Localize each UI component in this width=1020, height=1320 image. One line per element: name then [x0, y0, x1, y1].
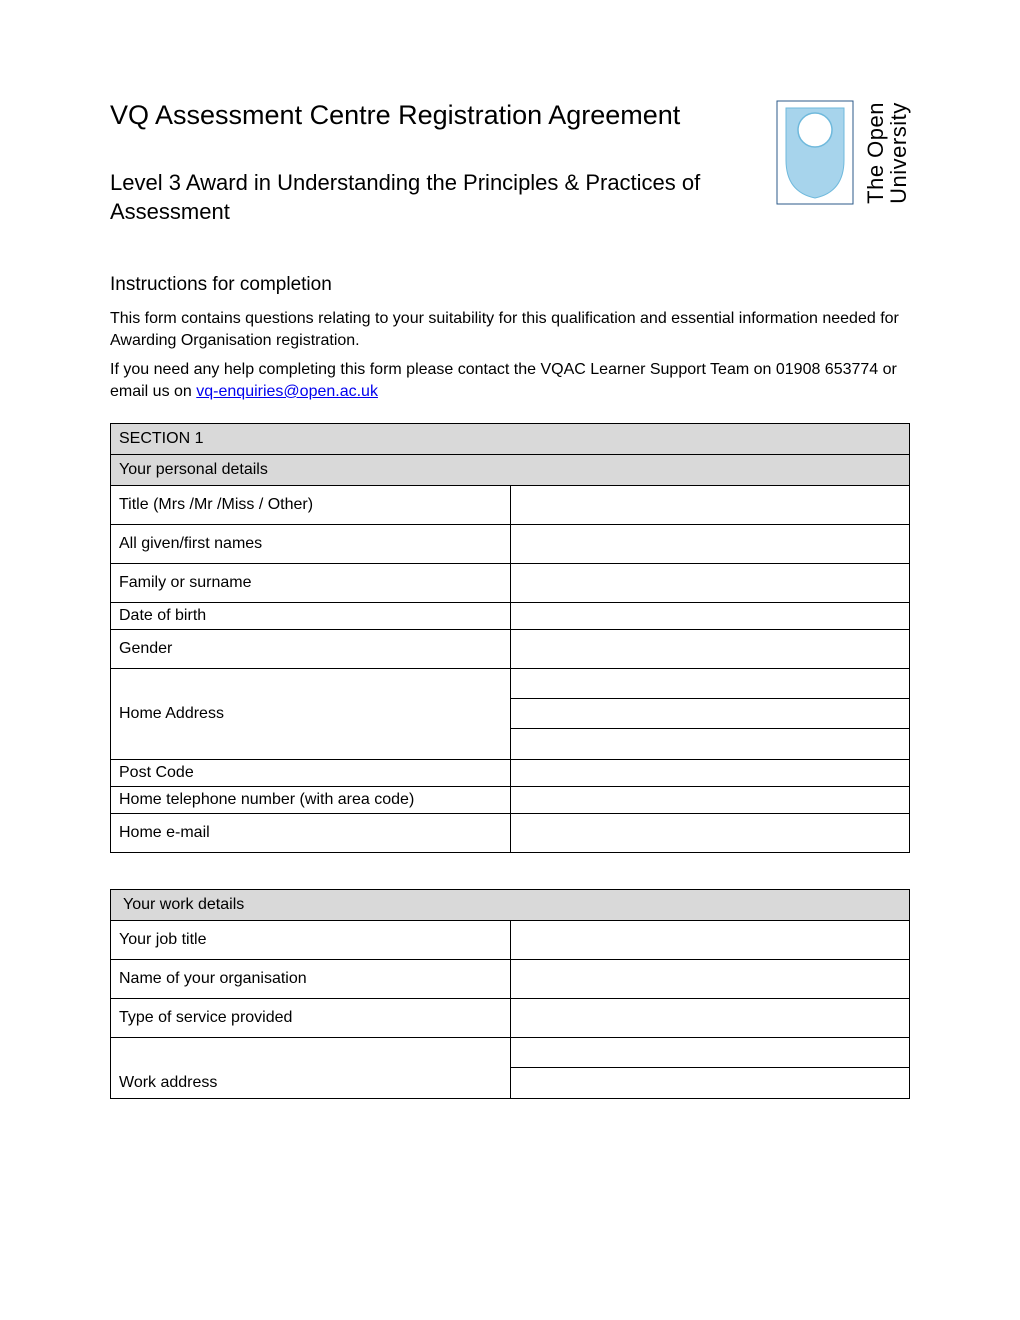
input-home-address[interactable] — [510, 668, 910, 759]
label-post-code: Post Code — [111, 759, 511, 786]
header: VQ Assessment Centre Registration Agreem… — [110, 100, 910, 226]
home-address-line-3[interactable] — [511, 729, 910, 759]
row-work-address: Work address — [111, 1037, 910, 1098]
work-details-table: Your work details Your job title Name of… — [110, 889, 910, 1099]
instructions-block: Instructions for completion This form co… — [110, 274, 910, 402]
row-org-name: Name of your organisation — [111, 959, 910, 998]
label-title: Title (Mrs /Mr /Miss / Other) — [111, 485, 511, 524]
home-address-line-2[interactable] — [511, 699, 910, 729]
label-home-address: Home Address — [111, 668, 511, 759]
shield-icon — [776, 100, 854, 205]
input-org-name[interactable] — [510, 959, 910, 998]
work-address-line-1[interactable] — [511, 1038, 910, 1068]
document-title: VQ Assessment Centre Registration Agreem… — [110, 100, 746, 131]
input-service-type[interactable] — [510, 998, 910, 1037]
row-dob: Date of birth — [111, 602, 910, 629]
input-first-names[interactable] — [510, 524, 910, 563]
logo-line1: The Open — [863, 102, 888, 204]
row-first-names: All given/first names — [111, 524, 910, 563]
input-post-code[interactable] — [510, 759, 910, 786]
label-work-address: Work address — [111, 1037, 511, 1098]
input-title[interactable] — [510, 485, 910, 524]
row-home-address: Home Address — [111, 668, 910, 759]
row-service-type: Type of service provided — [111, 998, 910, 1037]
personal-details-table: SECTION 1 Your personal details Title (M… — [110, 423, 910, 853]
input-home-email[interactable] — [510, 813, 910, 852]
logo-text: The Open University — [864, 102, 910, 204]
label-home-phone: Home telephone number (with area code) — [111, 786, 511, 813]
input-gender[interactable] — [510, 629, 910, 668]
personal-details-header: Your personal details — [111, 454, 910, 485]
home-address-line-1[interactable] — [511, 669, 910, 699]
support-email-link[interactable]: vq-enquiries@open.ac.uk — [196, 383, 378, 400]
work-details-header: Your work details — [111, 889, 910, 920]
work-address-line-2[interactable] — [511, 1068, 910, 1098]
input-dob[interactable] — [510, 602, 910, 629]
label-job-title: Your job title — [111, 920, 511, 959]
ou-logo: The Open University — [776, 100, 910, 205]
instructions-heading: Instructions for completion — [110, 274, 910, 296]
logo-line2: University — [886, 102, 911, 204]
row-post-code: Post Code — [111, 759, 910, 786]
instructions-para-2: If you need any help completing this for… — [110, 359, 910, 402]
row-home-email: Home e-mail — [111, 813, 910, 852]
input-job-title[interactable] — [510, 920, 910, 959]
input-home-phone[interactable] — [510, 786, 910, 813]
row-home-phone: Home telephone number (with area code) — [111, 786, 910, 813]
label-home-email: Home e-mail — [111, 813, 511, 852]
row-gender: Gender — [111, 629, 910, 668]
label-first-names: All given/first names — [111, 524, 511, 563]
row-title: Title (Mrs /Mr /Miss / Other) — [111, 485, 910, 524]
input-surname[interactable] — [510, 563, 910, 602]
label-surname: Family or surname — [111, 563, 511, 602]
label-gender: Gender — [111, 629, 511, 668]
instructions-para-1: This form contains questions relating to… — [110, 308, 910, 351]
label-dob: Date of birth — [111, 602, 511, 629]
header-left: VQ Assessment Centre Registration Agreem… — [110, 100, 776, 226]
document-subtitle: Level 3 Award in Understanding the Princ… — [110, 169, 746, 226]
label-service-type: Type of service provided — [111, 998, 511, 1037]
page: VQ Assessment Centre Registration Agreem… — [0, 0, 1020, 1320]
table-gap — [110, 853, 910, 889]
row-job-title: Your job title — [111, 920, 910, 959]
section-1-header: SECTION 1 — [111, 423, 910, 454]
input-work-address[interactable] — [510, 1037, 910, 1098]
row-surname: Family or surname — [111, 563, 910, 602]
label-org-name: Name of your organisation — [111, 959, 511, 998]
